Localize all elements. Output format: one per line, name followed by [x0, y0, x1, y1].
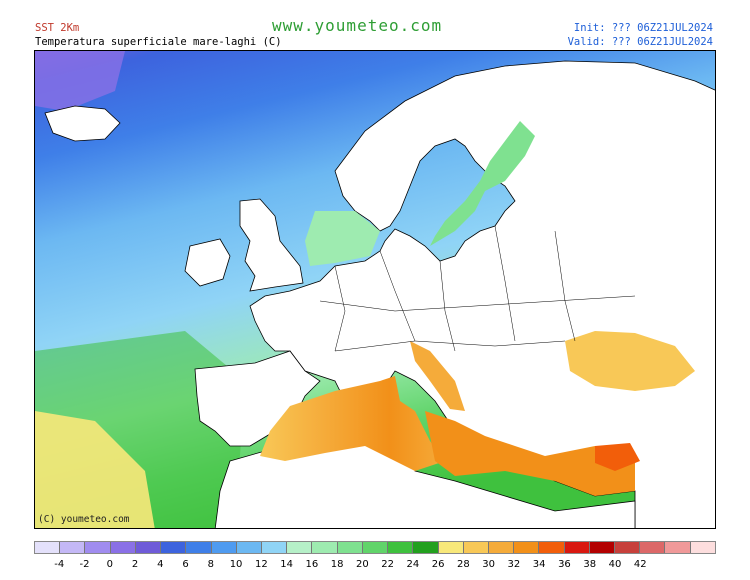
adriatic-sea — [410, 341, 465, 411]
legend-swatch — [438, 542, 464, 553]
legend-tick-label: 6 — [182, 559, 189, 570]
legend-tick-label: 38 — [583, 559, 597, 570]
legend-swatch — [261, 542, 288, 553]
copyright-label: (C) youmeteo.com — [38, 514, 130, 525]
legend-swatch — [388, 542, 414, 553]
legend-swatch — [161, 542, 187, 553]
parameter-label: Temperatura superficiale mare-laghi (C) — [35, 36, 282, 48]
legend-tick-label: 26 — [431, 559, 445, 570]
legend-tick-label: 0 — [106, 559, 113, 570]
legend-swatch — [211, 542, 237, 553]
sst-map: (C) youmeteo.com — [34, 50, 716, 529]
legend-tick-label: 34 — [532, 559, 546, 570]
legend-swatch — [589, 542, 616, 553]
valid-time: Valid: ??? 06Z21JUL2024 — [567, 36, 713, 48]
mediterranean-west — [260, 376, 445, 471]
north-cold-pool — [35, 51, 125, 111]
legend-ticks: -4 -2 0 2 4 6 8 10 12 14 16 18 20 22 24 26 28 30 32 34 36 38 4… — [34, 559, 716, 573]
legend-tick-label: 8 — [207, 559, 214, 570]
baltic-sea — [430, 121, 535, 246]
legend-swatch — [85, 542, 111, 553]
legend-tick-label: 30 — [482, 559, 496, 570]
legend-tick-label: 42 — [633, 559, 647, 570]
legend-swatch — [413, 542, 439, 553]
country-borders — [319, 225, 636, 352]
north-sea — [305, 211, 380, 266]
map-canvas — [35, 51, 715, 528]
land-great-britain — [239, 198, 304, 292]
legend-swatch — [312, 542, 338, 553]
legend-tick-label: -4 — [54, 559, 65, 570]
legend-swatch — [488, 542, 515, 553]
legend-swatch — [640, 542, 666, 553]
legend-tick-label: 12 — [254, 559, 268, 570]
legend-swatch — [615, 542, 641, 553]
legend-tick-label: 22 — [381, 559, 394, 570]
black-sea — [565, 331, 695, 391]
legend-tick-label: 32 — [507, 559, 521, 570]
legend-tick-label: 14 — [280, 559, 293, 570]
legend-tick-label: 18 — [330, 559, 344, 570]
legend-tick-label: 36 — [558, 559, 571, 570]
product-label: SST 2Km — [35, 22, 80, 34]
legend-tick-label: -2 — [79, 559, 90, 570]
legend-swatch — [135, 542, 162, 553]
legend-tick-label: 40 — [608, 559, 622, 570]
legend-swatch — [337, 542, 363, 553]
legend-swatch — [287, 542, 313, 553]
legend-tick-label: 16 — [305, 559, 319, 570]
mediterranean-east — [425, 411, 635, 496]
legend-tick-label: 28 — [457, 559, 470, 570]
legend-swatch — [110, 542, 136, 553]
legend-swatch — [690, 542, 715, 553]
legend-swatch — [665, 542, 691, 553]
levant-hotspot — [595, 443, 640, 471]
legend-swatch — [186, 542, 212, 553]
legend-tick-label: 4 — [157, 559, 164, 570]
init-time: Init: ??? 06Z21JUL2024 — [573, 22, 713, 34]
legend-swatch — [463, 542, 489, 553]
legend-swatch — [564, 542, 590, 553]
legend-tick-label: 24 — [406, 559, 420, 570]
legend-tick-label: 20 — [355, 559, 369, 570]
legend-swatch — [362, 542, 389, 553]
legend-tick-label: 10 — [229, 559, 243, 570]
legend-swatch — [35, 542, 61, 553]
legend-swatch — [60, 542, 86, 553]
atlantic-subtropical — [35, 411, 155, 528]
site-url[interactable]: www.youmeteo.com — [272, 16, 443, 35]
land-iceland — [44, 105, 121, 142]
legend-tick-label: 2 — [131, 559, 139, 570]
legend-swatch — [539, 542, 565, 553]
legend-swatch — [514, 542, 540, 553]
land-ireland — [184, 238, 231, 287]
color-legend — [34, 541, 716, 554]
legend-swatch — [236, 542, 262, 553]
